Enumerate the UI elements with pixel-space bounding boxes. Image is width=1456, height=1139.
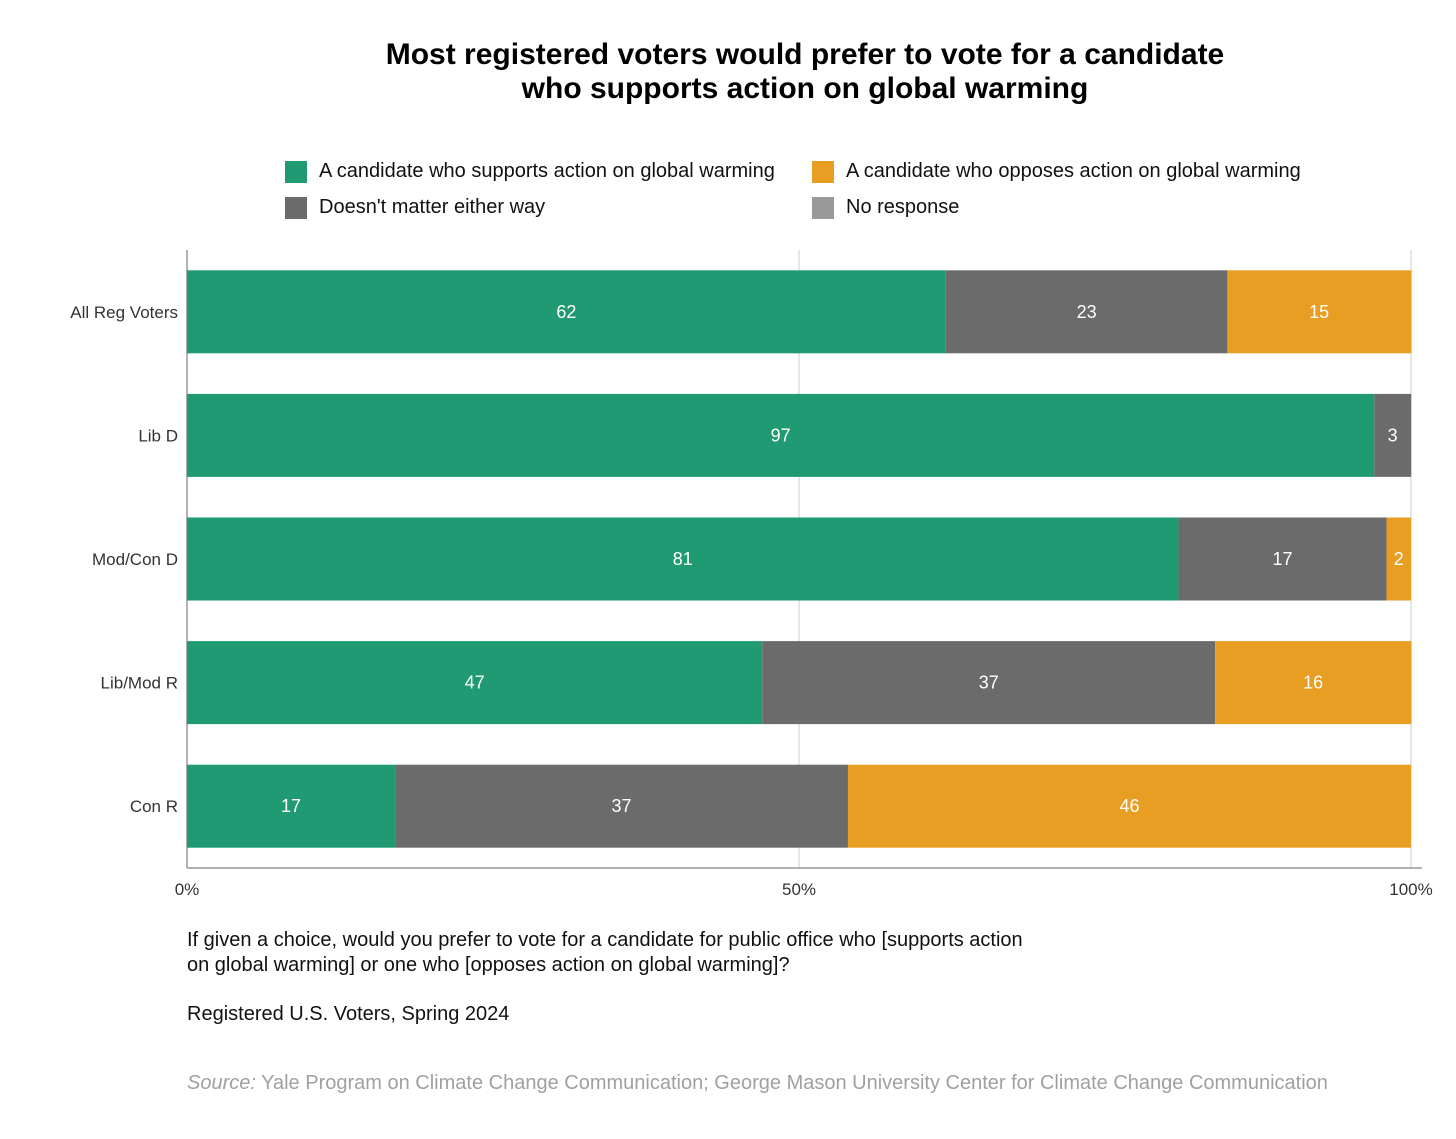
- y-tick-label: Lib D: [138, 426, 178, 445]
- y-tick-label: Con R: [130, 797, 178, 816]
- legend-item-no-response: No response: [812, 196, 959, 219]
- bar-segment: [187, 764, 396, 848]
- legend-item-doesnt-matter: Doesn't matter either way: [285, 196, 545, 219]
- data-label: 47: [465, 673, 485, 693]
- legend-label: A candidate who opposes action on global…: [846, 160, 1301, 182]
- question-line: on global warming] or one who [opposes a…: [187, 954, 790, 976]
- data-label: 15: [1309, 302, 1329, 322]
- data-label: 23: [1077, 302, 1097, 322]
- bar-segment: [1227, 270, 1411, 354]
- bar-segment: [187, 517, 1179, 601]
- bar-segment: [1374, 393, 1411, 477]
- data-label: 17: [281, 796, 301, 816]
- legend-swatch: [285, 196, 307, 219]
- y-tick-label: Lib/Mod R: [101, 674, 178, 693]
- bar-segment: [187, 641, 763, 725]
- bar-segment: [395, 764, 848, 848]
- x-tick-label: 50%: [782, 880, 816, 899]
- legend-label: Doesn't matter either way: [319, 196, 546, 218]
- legend-item-opposes: A candidate who opposes action on global…: [812, 160, 1301, 183]
- data-label: 37: [612, 796, 632, 816]
- x-tick-label: 100%: [1389, 880, 1432, 899]
- legend-item-supports: A candidate who supports action on globa…: [285, 160, 775, 183]
- source-label: Source:: [187, 1072, 256, 1094]
- source-text: Source: Yale Program on Climate Change C…: [187, 1072, 1328, 1095]
- bar-segment: [762, 641, 1216, 725]
- data-label: 2: [1394, 549, 1404, 569]
- legend-swatch: [812, 196, 834, 219]
- data-label: 97: [771, 425, 791, 445]
- legend-swatch: [812, 160, 834, 183]
- question-line: If given a choice, would you prefer to v…: [187, 929, 1023, 951]
- bar-segment: [1178, 517, 1387, 601]
- legend-swatch: [285, 160, 307, 183]
- title-line-2: who supports action on global warming: [521, 72, 1089, 105]
- bar-segment: [187, 270, 946, 354]
- title-line-1: Most registered voters would prefer to v…: [385, 38, 1225, 71]
- legend-label: No response: [846, 196, 960, 218]
- data-label: 81: [673, 549, 693, 569]
- legend-label: A candidate who supports action on globa…: [319, 160, 775, 182]
- data-label: 46: [1119, 796, 1139, 816]
- y-tick-label: All Reg Voters: [70, 303, 178, 322]
- chart-title: Most registered voters would prefer to v…: [0, 38, 1456, 106]
- plot-area: 0% 50% 100% All Reg Voters 62 23 15 Lib D 97 3 Mod…: [70, 250, 1433, 899]
- data-label: 16: [1303, 673, 1323, 693]
- data-label: 62: [556, 302, 576, 322]
- bar-segment: [847, 764, 1411, 848]
- x-tick-label: 0%: [175, 880, 200, 899]
- bar-segment: [1411, 393, 1412, 477]
- y-tick-label: Mod/Con D: [92, 550, 178, 569]
- bar-segment: [1411, 641, 1412, 725]
- data-label: 3: [1388, 425, 1398, 445]
- source-body: Yale Program on Climate Change Communica…: [255, 1072, 1328, 1094]
- bar-segment: [187, 393, 1375, 477]
- data-label: 17: [1272, 549, 1292, 569]
- bar-segment: [945, 270, 1228, 354]
- sample-text: Registered U.S. Voters, Spring 2024: [187, 1003, 510, 1025]
- question-text: If given a choice, would you prefer to v…: [187, 928, 1023, 978]
- bar-segment: [1386, 517, 1411, 601]
- bar-segment: [1215, 641, 1411, 725]
- bar-segment: [1411, 270, 1412, 354]
- data-label: 37: [979, 673, 999, 693]
